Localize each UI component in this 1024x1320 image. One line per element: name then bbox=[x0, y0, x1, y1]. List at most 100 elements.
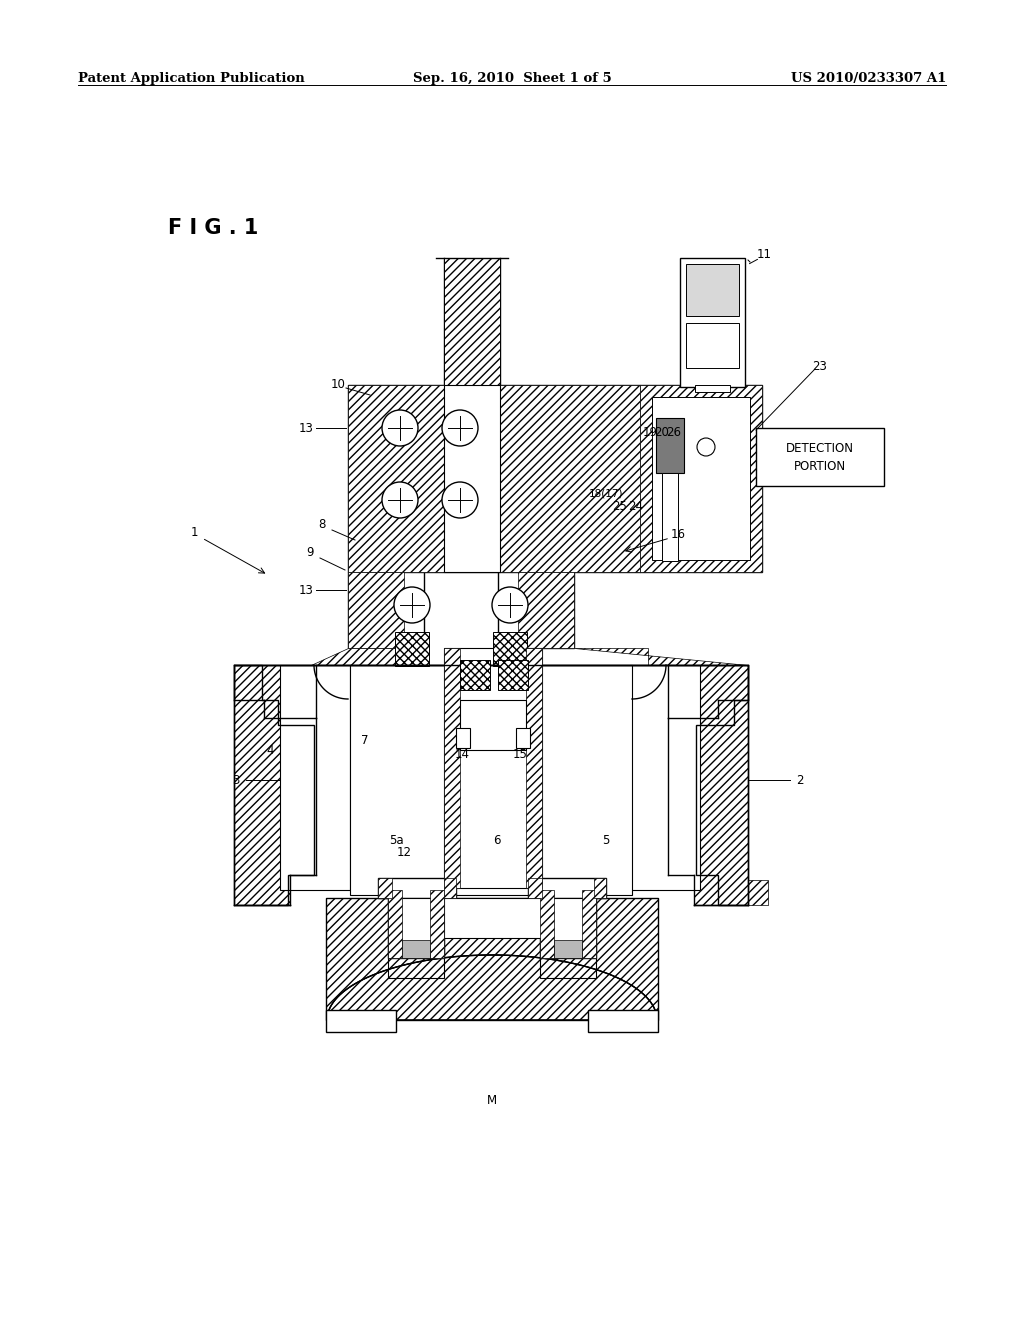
Polygon shape bbox=[526, 648, 542, 888]
Polygon shape bbox=[348, 572, 424, 648]
Circle shape bbox=[442, 411, 478, 446]
Bar bbox=[630, 665, 700, 890]
Bar bbox=[388, 898, 444, 953]
Text: 8: 8 bbox=[318, 517, 326, 531]
Polygon shape bbox=[444, 648, 460, 888]
Text: 5a: 5a bbox=[389, 833, 403, 846]
Circle shape bbox=[697, 438, 715, 455]
Polygon shape bbox=[540, 890, 554, 958]
Polygon shape bbox=[574, 648, 768, 906]
Polygon shape bbox=[388, 890, 402, 958]
Polygon shape bbox=[430, 890, 444, 958]
Text: Patent Application Publication: Patent Application Publication bbox=[78, 73, 305, 84]
Circle shape bbox=[442, 482, 478, 517]
Bar bbox=[388, 948, 444, 978]
Bar bbox=[402, 940, 430, 958]
Bar bbox=[460, 660, 490, 690]
Text: 13: 13 bbox=[299, 421, 313, 434]
Bar bbox=[444, 385, 500, 572]
Text: 13: 13 bbox=[299, 583, 313, 597]
Bar bbox=[444, 898, 542, 939]
Text: DETECTION
PORTION: DETECTION PORTION bbox=[786, 441, 854, 473]
Bar bbox=[326, 898, 658, 1020]
Polygon shape bbox=[234, 665, 316, 718]
Bar bbox=[280, 665, 350, 890]
Text: 18(17): 18(17) bbox=[589, 488, 624, 498]
Bar bbox=[540, 890, 596, 958]
Circle shape bbox=[394, 587, 430, 623]
Text: 23: 23 bbox=[813, 359, 827, 372]
Bar bbox=[540, 898, 596, 953]
Polygon shape bbox=[582, 890, 596, 958]
Text: 10: 10 bbox=[331, 379, 345, 392]
Circle shape bbox=[492, 587, 528, 623]
Bar bbox=[460, 700, 526, 750]
Text: 12: 12 bbox=[396, 846, 412, 858]
Text: 19: 19 bbox=[642, 425, 657, 438]
Text: 24: 24 bbox=[629, 499, 643, 512]
Polygon shape bbox=[348, 385, 444, 572]
Text: 16: 16 bbox=[671, 528, 685, 540]
Text: F I G . 1: F I G . 1 bbox=[168, 218, 258, 238]
Bar bbox=[662, 473, 678, 561]
Text: 20: 20 bbox=[654, 425, 670, 438]
Polygon shape bbox=[234, 700, 316, 906]
Bar bbox=[695, 385, 730, 392]
Bar bbox=[493, 632, 527, 667]
Bar bbox=[444, 648, 542, 888]
Polygon shape bbox=[498, 572, 574, 648]
Text: 14: 14 bbox=[455, 748, 469, 762]
Polygon shape bbox=[234, 648, 424, 906]
Bar bbox=[348, 385, 640, 572]
Polygon shape bbox=[326, 954, 658, 1020]
Polygon shape bbox=[668, 700, 748, 906]
Text: 1: 1 bbox=[190, 525, 198, 539]
Polygon shape bbox=[348, 572, 404, 648]
Text: 15: 15 bbox=[513, 748, 527, 762]
Bar bbox=[388, 890, 444, 958]
Text: 3: 3 bbox=[232, 774, 240, 787]
Bar bbox=[756, 428, 884, 486]
Bar bbox=[350, 665, 632, 895]
Polygon shape bbox=[594, 878, 606, 898]
Polygon shape bbox=[444, 257, 500, 385]
Polygon shape bbox=[378, 878, 392, 898]
Bar bbox=[652, 397, 750, 560]
Bar bbox=[640, 385, 762, 572]
Polygon shape bbox=[668, 665, 748, 718]
Text: 5: 5 bbox=[602, 833, 609, 846]
Text: 6: 6 bbox=[494, 833, 501, 846]
Bar bbox=[378, 878, 456, 898]
Polygon shape bbox=[640, 385, 762, 572]
Bar bbox=[456, 729, 470, 748]
Bar bbox=[680, 257, 745, 387]
Text: Sep. 16, 2010  Sheet 1 of 5: Sep. 16, 2010 Sheet 1 of 5 bbox=[413, 73, 611, 84]
Bar bbox=[326, 898, 658, 1020]
Polygon shape bbox=[444, 878, 456, 898]
Text: 9: 9 bbox=[306, 545, 313, 558]
Polygon shape bbox=[500, 385, 640, 572]
Bar bbox=[395, 632, 429, 667]
Text: 4: 4 bbox=[266, 743, 273, 756]
Bar bbox=[528, 878, 606, 898]
Text: US 2010/0233307 A1: US 2010/0233307 A1 bbox=[791, 73, 946, 84]
Text: 25: 25 bbox=[612, 499, 628, 512]
Bar bbox=[540, 948, 596, 978]
Circle shape bbox=[382, 482, 418, 517]
Bar bbox=[588, 1010, 658, 1032]
Text: 26: 26 bbox=[667, 425, 682, 438]
Polygon shape bbox=[518, 572, 574, 648]
Text: 11: 11 bbox=[757, 248, 771, 261]
Text: M: M bbox=[487, 1093, 497, 1106]
Bar bbox=[686, 264, 739, 315]
Bar bbox=[326, 1010, 396, 1032]
Circle shape bbox=[382, 411, 418, 446]
Bar bbox=[516, 729, 530, 748]
Bar bbox=[498, 660, 528, 690]
Bar bbox=[656, 418, 684, 473]
Text: 2: 2 bbox=[797, 774, 804, 787]
Bar bbox=[686, 323, 739, 368]
Polygon shape bbox=[528, 878, 542, 898]
Text: 7: 7 bbox=[361, 734, 369, 747]
Bar bbox=[554, 940, 582, 958]
